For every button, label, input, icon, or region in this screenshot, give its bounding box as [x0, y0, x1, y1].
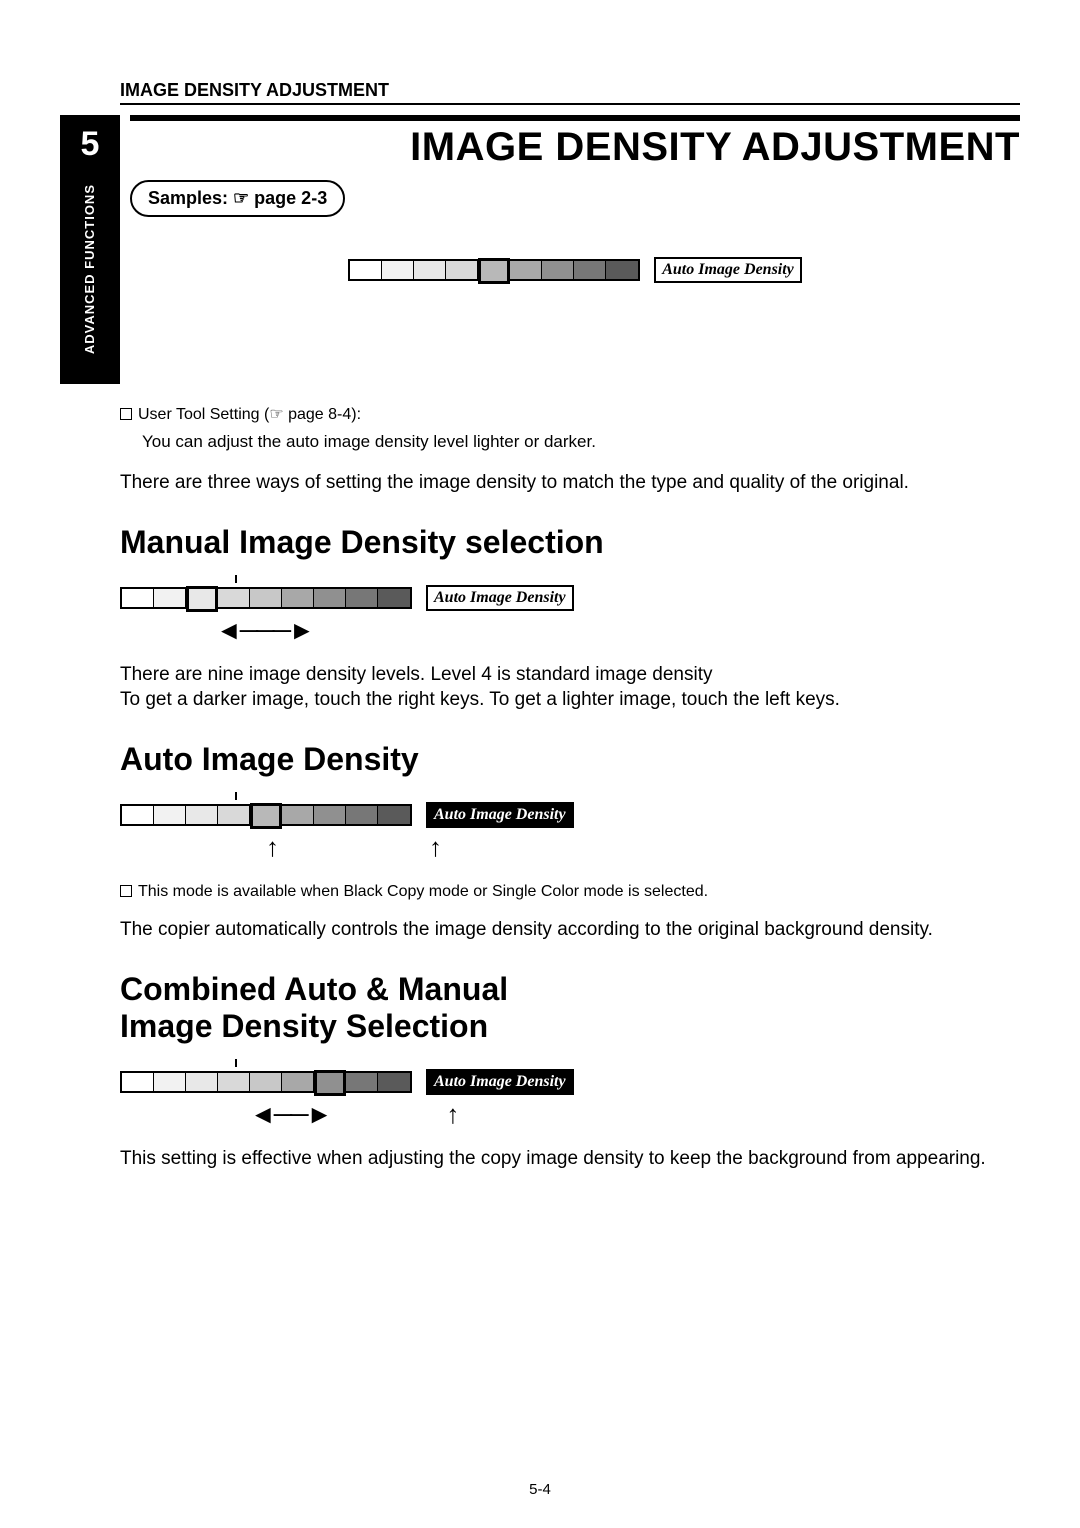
density-segment-7[interactable] — [542, 261, 574, 279]
up-arrow-icon: ↑ — [446, 1099, 459, 1130]
density-segment-5[interactable] — [250, 1073, 282, 1091]
tick-marker-icon — [235, 792, 237, 800]
combined-paragraph: This setting is effective when adjusting… — [120, 1146, 1020, 1172]
density-segment-2[interactable] — [154, 806, 186, 824]
density-segment-8[interactable] — [346, 1073, 378, 1091]
density-segment-4[interactable] — [218, 806, 250, 824]
intro-paragraph: There are three ways of setting the imag… — [120, 470, 1020, 496]
density-segment-3[interactable] — [186, 586, 218, 612]
density-segment-4[interactable] — [218, 1073, 250, 1091]
auto-image-density-button[interactable]: Auto Image Density — [426, 1069, 574, 1095]
user-tool-note-lead: User Tool Setting (☞ page 8-4): — [120, 404, 1020, 424]
density-segment-5[interactable] — [478, 258, 510, 284]
density-segment-7[interactable] — [314, 589, 346, 607]
density-bar-manual[interactable] — [120, 587, 412, 609]
density-segment-6[interactable] — [282, 589, 314, 607]
density-segment-3[interactable] — [186, 806, 218, 824]
density-segment-4[interactable] — [446, 261, 478, 279]
user-tool-note-body: You can adjust the auto image density le… — [142, 432, 1020, 452]
density-bar-combined[interactable] — [120, 1071, 412, 1093]
density-segment-6[interactable] — [282, 806, 314, 824]
density-segment-1[interactable] — [122, 589, 154, 607]
density-segment-8[interactable] — [574, 261, 606, 279]
left-right-arrow-icon: ◄──► — [250, 1099, 330, 1130]
auto-paragraph: The copier automatically controls the im… — [120, 917, 1020, 943]
density-segment-3[interactable] — [186, 1073, 218, 1091]
density-segment-7[interactable] — [314, 1070, 346, 1096]
density-segment-9[interactable] — [378, 1073, 410, 1091]
page-number: 5-4 — [0, 1481, 1080, 1498]
density-segment-3[interactable] — [414, 261, 446, 279]
density-segment-1[interactable] — [122, 806, 154, 824]
auto-heading: Auto Image Density — [120, 741, 1020, 778]
density-bar-hero[interactable] — [348, 259, 640, 281]
chapter-label: ADVANCED FUNCTIONS — [83, 184, 97, 354]
running-header: IMAGE DENSITY ADJUSTMENT — [120, 80, 1020, 105]
manual-paragraph: There are nine image density levels. Lev… — [120, 662, 1020, 713]
title-rule — [130, 115, 1020, 121]
auto-image-density-button[interactable]: Auto Image Density — [426, 802, 574, 828]
density-segment-7[interactable] — [314, 806, 346, 824]
tick-marker-icon — [235, 1059, 237, 1067]
up-arrow-icon: ↑ — [429, 832, 442, 863]
density-segment-5[interactable] — [250, 589, 282, 607]
density-segment-2[interactable] — [382, 261, 414, 279]
density-segment-9[interactable] — [378, 589, 410, 607]
density-segment-9[interactable] — [606, 261, 638, 279]
density-segment-1[interactable] — [350, 261, 382, 279]
auto-image-density-button[interactable]: Auto Image Density — [426, 585, 574, 611]
density-segment-8[interactable] — [346, 806, 378, 824]
combined-heading: Combined Auto & Manual Image Density Sel… — [120, 971, 1020, 1045]
up-arrow-icon: ↑ — [266, 832, 279, 863]
auto-image-density-button[interactable]: Auto Image Density — [654, 257, 802, 283]
density-segment-2[interactable] — [154, 1073, 186, 1091]
density-bar-auto[interactable] — [120, 804, 412, 826]
page-title: IMAGE DENSITY ADJUSTMENT — [130, 125, 1020, 170]
density-segment-8[interactable] — [346, 589, 378, 607]
chapter-tab: 5 ADVANCED FUNCTIONS — [60, 115, 120, 384]
density-segment-9[interactable] — [378, 806, 410, 824]
tick-marker-icon — [235, 575, 237, 583]
density-segment-5[interactable] — [250, 803, 282, 829]
density-segment-6[interactable] — [510, 261, 542, 279]
chapter-number: 5 — [81, 125, 100, 164]
square-bullet-icon — [120, 885, 132, 897]
left-right-arrow-icon: ◄───► — [216, 615, 313, 646]
manual-heading: Manual Image Density selection — [120, 524, 1020, 561]
density-segment-6[interactable] — [282, 1073, 314, 1091]
density-segment-2[interactable] — [154, 589, 186, 607]
samples-reference-chip: Samples: ☞ page 2-3 — [130, 180, 345, 217]
density-segment-4[interactable] — [218, 589, 250, 607]
auto-mode-note: This mode is available when Black Copy m… — [120, 883, 1020, 901]
density-segment-1[interactable] — [122, 1073, 154, 1091]
square-bullet-icon — [120, 408, 132, 420]
